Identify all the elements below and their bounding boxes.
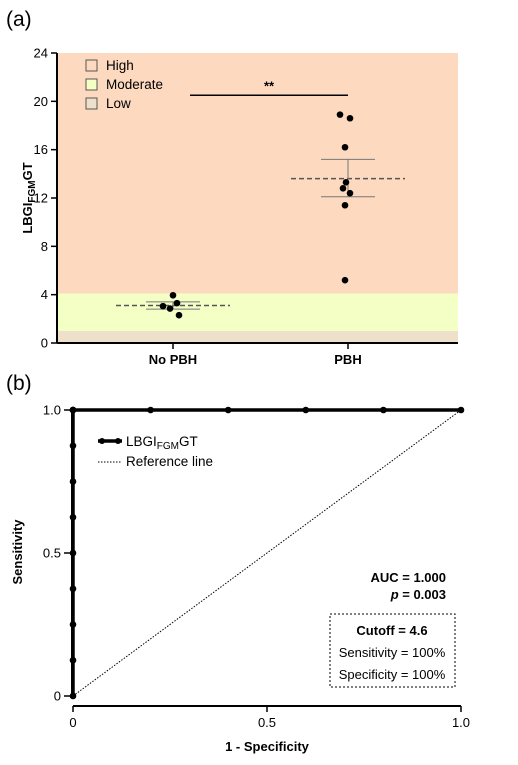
panel-b-xtick-label: 1.0 (452, 715, 470, 730)
cutoff-box-border (329, 613, 456, 688)
data-point (169, 291, 177, 299)
specificity-text: Specificity = 100% (339, 667, 446, 682)
p-value-text: p = 0.003 (390, 587, 446, 602)
data-point (159, 302, 167, 310)
roc-point (69, 585, 77, 593)
panel-b-legend: LBGIFGMGT Reference line (98, 434, 213, 469)
panel-a-ytick-label: 20 (34, 94, 48, 109)
data-point (166, 305, 174, 312)
legend-reference-label: Reference line (126, 454, 213, 469)
cutoff-text: Cutoff = 4.6 (356, 623, 427, 638)
panel-a-label: (a) (6, 8, 32, 31)
panel-a-axes: 0 4 8 12 16 20 24 No PBH PBH (34, 46, 458, 367)
panel-a-plot: 0 4 8 12 16 20 24 No PBH PBH ** (34, 46, 458, 367)
data-point (341, 276, 349, 284)
data-point (341, 201, 349, 209)
roc-point (457, 406, 465, 414)
data-point (346, 189, 354, 197)
roc-point (147, 406, 154, 414)
legend-low: Low (106, 96, 131, 111)
panel-a-ytick-label: 16 (34, 142, 48, 157)
roc-point (69, 656, 77, 664)
roc-point (302, 406, 310, 414)
significance-label: ** (264, 78, 275, 93)
cutoff-box: Cutoff = 4.6 Sensitivity = 100% Specific… (329, 613, 456, 688)
panel-b-ytick-label: 0 (54, 689, 61, 704)
roc-point (69, 406, 77, 414)
data-point (175, 311, 183, 319)
legend-moderate: Moderate (106, 77, 163, 92)
legend-roc-marker (115, 438, 121, 444)
zone-high (57, 53, 458, 294)
zone-low (57, 330, 458, 343)
panel-b-ylabel: Sensitivity (10, 519, 25, 585)
roc-point (69, 621, 77, 628)
panel-a-ytick-label: 4 (41, 287, 48, 302)
panel-b-ytick-label: 1.0 (43, 403, 61, 418)
panel-a-ytick-label: 8 (41, 239, 48, 254)
panel-a-legend: High Moderate Low (85, 58, 163, 111)
data-point (342, 178, 350, 186)
legend-roc-marker (99, 438, 105, 444)
panel-b-curves (69, 406, 465, 700)
panel-a-ytick-label: 12 (34, 191, 48, 206)
panel-b-ytick-label: 0.5 (43, 546, 61, 561)
legend-swatch-low (85, 97, 98, 110)
panel-b-xtick-label: 0.5 (258, 715, 276, 730)
roc-point (69, 549, 77, 557)
auc-text: AUC = 1.000 (370, 570, 446, 585)
panel-a-xtick-label: No PBH (149, 352, 197, 367)
reference-line (72, 409, 462, 697)
panel-a-ylabel: LBGIFGMGT (20, 162, 38, 233)
roc-curve (71, 408, 461, 696)
data-point (346, 114, 354, 122)
roc-point (69, 478, 77, 485)
risk-zones (57, 53, 458, 343)
panel-b-plot: 0 0.5 1.0 0 0.5 1.0 (43, 403, 470, 731)
data-point (173, 299, 181, 307)
data-point (336, 111, 344, 118)
legend-swatch-high (85, 59, 98, 72)
panel-a-points: ** (116, 78, 405, 319)
legend-roc-label: LBGIFGMGT (126, 434, 198, 452)
roc-point (380, 406, 387, 414)
panel-a-ytick-label: 0 (41, 336, 48, 351)
legend-swatch-moderate (85, 78, 98, 91)
panel-a-ytick-label: 24 (34, 46, 48, 61)
data-point (339, 185, 347, 192)
roc-point (69, 692, 77, 700)
panel-b-label: (b) (6, 372, 32, 395)
zone-moderate (57, 293, 458, 331)
legend-high: High (106, 58, 134, 73)
sensitivity-text: Sensitivity = 100% (339, 645, 446, 660)
data-point (341, 143, 349, 151)
panel-b-xtick-label: 0 (69, 715, 76, 730)
panel-a-xtick-label: PBH (334, 352, 361, 367)
roc-point (69, 442, 77, 450)
roc-point (69, 513, 77, 521)
roc-point (224, 406, 232, 414)
panel-b-xlabel: 1 - Specificity (225, 739, 310, 754)
